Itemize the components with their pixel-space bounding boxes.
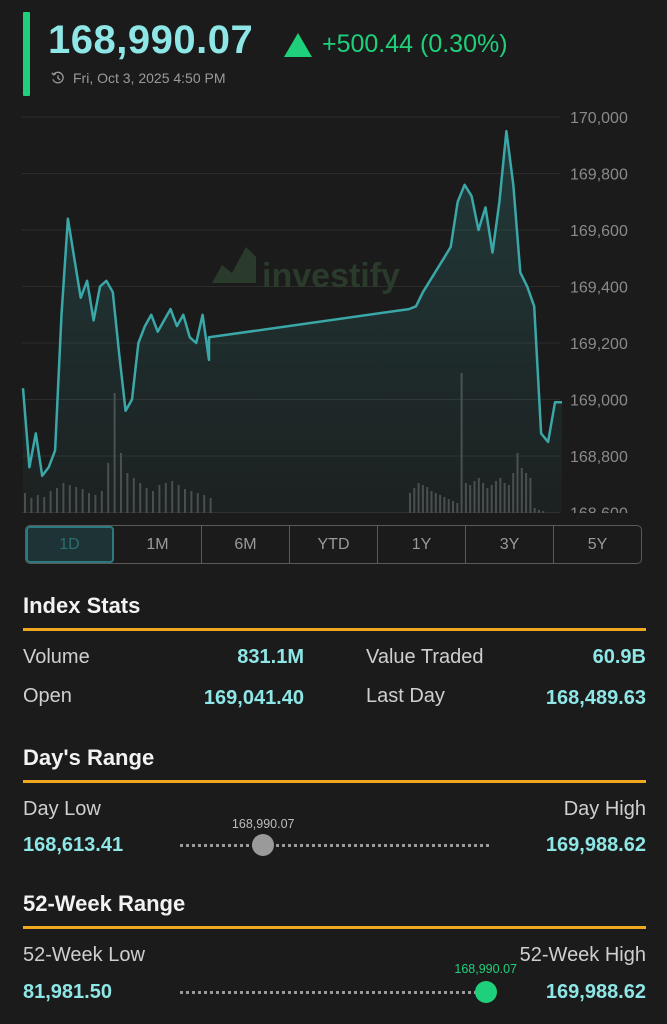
range-ytd[interactable]: YTD [290,526,378,563]
watermark-logo-icon [212,247,256,283]
day-low-value: 168,613.41 [23,834,124,856]
timestamp: Fri, Oct 3, 2025 4:50 PM [51,70,226,86]
y-tick-label: 168,600 [570,506,628,514]
y-tick-label: 168,800 [570,449,628,466]
days-range-divider [23,780,646,783]
y-tick-label: 169,600 [570,223,628,240]
week52-range-marker [474,981,497,1003]
week52-range-track [180,991,489,994]
volume-label: Volume [23,646,90,668]
week52-high-value: 169,988.62 [545,981,646,1003]
index-stats-title: Index Stats [23,593,141,618]
up-arrow-icon [284,32,312,57]
last-day-label: Last Day [366,685,445,707]
week52-high-label: 52-Week High [519,944,646,966]
range-selector: 1D 1M 6M YTD 1Y 3Y 5Y [25,525,642,564]
range-1d[interactable]: 1D [26,526,114,563]
y-tick-label: 169,400 [570,280,628,297]
clock-icon [51,71,64,84]
range-3y[interactable]: 3Y [466,526,554,563]
change-text: +500.44 (0.30%) [322,30,508,58]
range-1m[interactable]: 1M [114,526,202,563]
day-high-value: 169,988.62 [545,834,646,856]
week52-low-value: 81,981.50 [23,981,112,1003]
days-range-title: Day's Range [23,745,155,770]
price-area [23,131,562,513]
day-high-label: Day High [563,798,646,820]
day-range-slider: 168,990.07 [180,817,489,860]
day-range-current: 168,990.07 [231,817,295,831]
price-line [21,129,562,478]
watermark-text: investify [262,257,400,295]
y-tick-label: 170,000 [570,110,628,127]
week52-range-slider: 168,990.07 [180,962,517,1007]
volume-value: 831.1M [237,646,304,668]
week52-low-label: 52-Week Low [23,944,145,966]
range-5y[interactable]: 5Y [587,535,608,553]
day-low-label: Day Low [23,798,101,820]
timestamp-text: Fri, Oct 3, 2025 4:50 PM [73,70,226,86]
price-chart[interactable]: investify 170,000 169,800 169,600 169,400 16… [0,105,667,523]
day-range-track [180,844,489,847]
price-change: +500.44 (0.30%) [284,30,508,59]
y-tick-label: 169,000 [570,393,628,410]
week52-range-current: 168,990.07 [454,962,517,976]
day-range-marker [252,834,275,856]
last-day-value: 168,489.63 [545,687,646,709]
week52-range-divider [23,926,646,929]
open-label: Open [23,685,72,707]
week52-range-title: 52-Week Range [23,891,186,916]
quote-header: 168,990.07 +500.44 (0.30%) Fri, Oct 3, 2… [0,0,667,110]
chart-svg[interactable]: investify 170,000 169,800 169,600 169,400 16… [0,105,667,523]
index-stats-divider [23,628,646,631]
last-price: 168,990.07 [48,18,254,62]
y-tick-label: 169,800 [570,167,628,184]
value-traded-label: Value Traded [366,646,484,668]
y-tick-label: 169,200 [570,336,628,353]
range-1y[interactable]: 1Y [378,526,466,563]
open-value: 169,041.40 [203,687,304,709]
accent-bar [23,12,30,96]
value-traded-value: 60.9B [592,646,646,668]
range-6m[interactable]: 6M [202,526,290,563]
